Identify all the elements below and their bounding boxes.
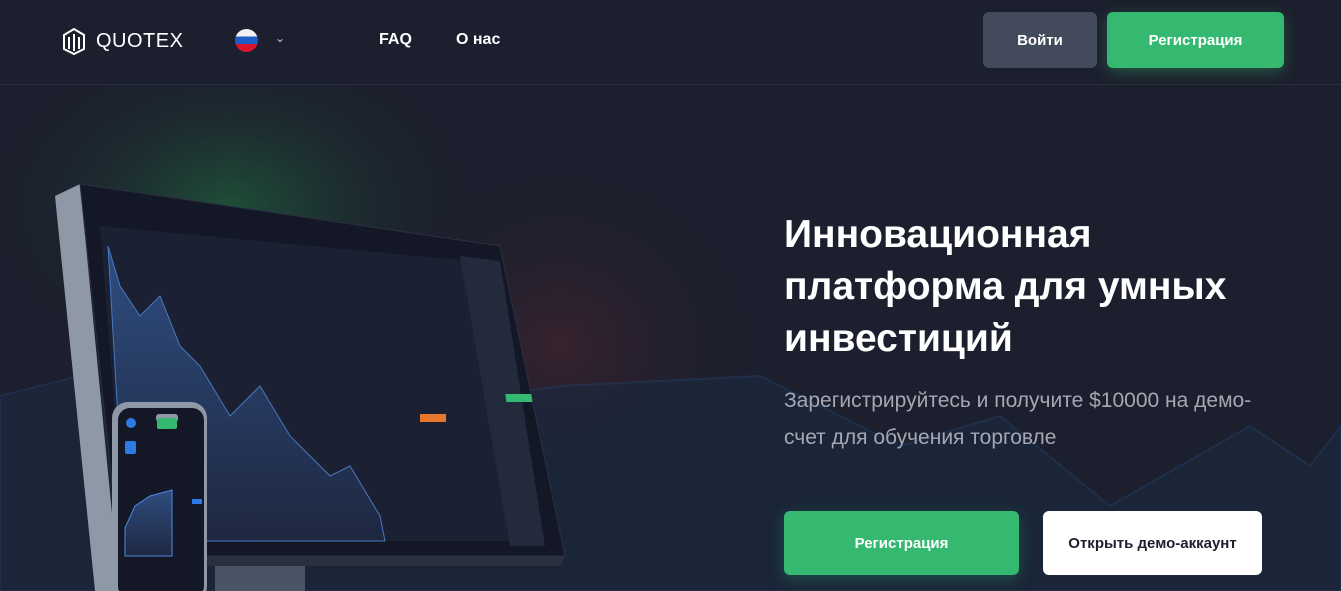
register-button[interactable]: Регистрация [1107, 12, 1284, 68]
login-button[interactable]: Войти [983, 12, 1097, 68]
hero-illustration [0, 86, 1341, 591]
hero: Инновационная платформа для умных инвест… [0, 86, 1341, 591]
hero-title: Инновационная платформа для умных инвест… [784, 213, 1227, 360]
brand-name: QUOTEX [96, 29, 184, 52]
quotex-logo-icon [63, 27, 85, 55]
russian-flag-icon[interactable] [235, 29, 258, 52]
nav-about[interactable]: О нас [456, 31, 501, 48]
nav-faq[interactable]: FAQ [379, 31, 412, 48]
header: QUOTEX ⌄ FAQ О нас Войти Регистрация [0, 0, 1341, 85]
phone-mockup [112, 402, 207, 591]
chevron-down-icon[interactable]: ⌄ [275, 31, 286, 45]
hero-register-button[interactable]: Регистрация [784, 511, 1019, 575]
logo[interactable]: QUOTEX [60, 27, 183, 55]
hero-subtitle: Зарегистрируйтесь и получите $10000 на д… [784, 389, 1252, 449]
open-demo-account-button[interactable]: Открыть демо-аккаунт [1043, 511, 1262, 575]
